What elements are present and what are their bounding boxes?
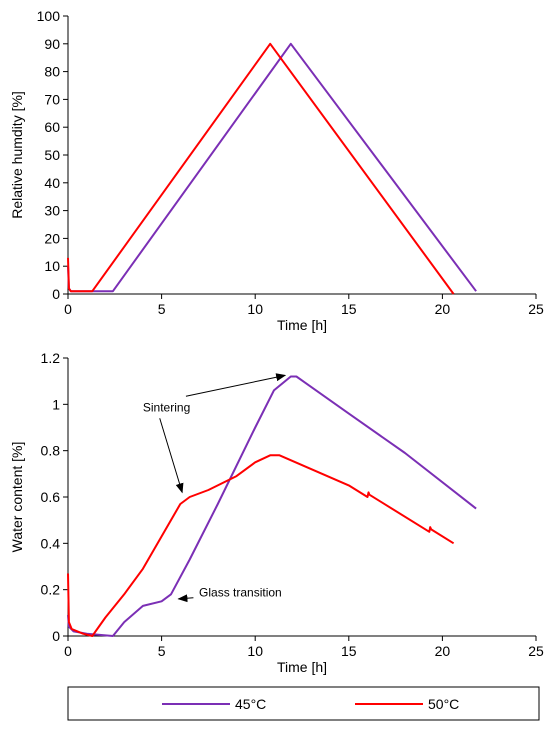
rh-chart-y-tick-label: 10 [44,258,60,274]
water-content-chart-y-tick-label: 1.2 [41,350,61,366]
rh-chart-y-tick-label: 50 [44,147,60,163]
rh-chart-series-45c [67,42,477,293]
rh-chart-x-tick-label: 15 [341,301,357,317]
rh-chart-y-tick-label: 70 [44,91,60,107]
rh-chart-y-tick-label: 60 [44,119,60,135]
water-content-chart-y-tick-label: 0.6 [41,489,61,505]
water-content-chart: 0 5 10 15 20 25 0 0.2 0.4 0.6 0.8 1 1.2 Sintering Gla… [9,350,544,675]
rh-chart-y-tick-label: 100 [37,8,61,24]
rh-chart-y-tick-label: 20 [44,230,60,246]
rh-chart-series-50c [67,42,455,295]
water-content-chart-x-tick-label: 15 [341,643,357,659]
water-content-chart-tick-labels: 0 5 10 15 20 25 0 0.2 0.4 0.6 0.8 1 1.2 [41,350,544,659]
rh-chart-y-axis-title: Relative humdity [%] [9,91,25,219]
water-content-chart-y-tick-label: 0.2 [41,582,61,598]
rh-chart-tick-labels: 0 5 10 15 20 25 0 10 20 30 40 50 60 70 80 90 100 [37,8,544,317]
water-content-chart-x-tick-label: 10 [247,643,263,659]
rh-chart-y-tick-label: 0 [52,286,60,302]
rh-chart-axes [63,15,537,299]
water-content-chart-x-tick-label: 25 [528,643,544,659]
rh-chart-x-tick-label: 20 [435,301,451,317]
water-content-chart-annotations: Sintering Glass transition [143,373,287,603]
legend-label-50c: 50°C [428,696,459,712]
rh-chart-y-tick-label: 90 [44,36,60,52]
rh-chart-x-tick-label: 25 [528,301,544,317]
rh-chart-y-tick-label: 80 [44,64,60,80]
annotation-label-glass-transition: Glass transition [199,586,282,600]
water-content-chart-y-tick-label: 1 [52,396,60,412]
rh-chart-x-tick-label: 0 [64,301,72,317]
annotation-label-sintering: Sintering [143,400,190,414]
rh-chart-y-tick-label: 30 [44,203,60,219]
water-content-chart-y-axis-title: Water content [%] [9,442,25,553]
legend: 45°C 50°C [67,686,540,721]
water-content-chart-y-tick-label: 0 [52,628,60,644]
rh-chart-x-tick-label: 5 [158,301,166,317]
water-content-chart-x-tick-label: 0 [64,643,72,659]
rh-chart: 0 5 10 15 20 25 0 10 20 30 40 50 60 70 80 90 100 Time [h… [9,8,544,333]
legend-label-45c: 45°C [235,696,266,712]
annotation-arrow [177,594,194,603]
water-content-chart-x-axis-title: Time [h] [277,659,327,675]
rh-chart-series [67,42,477,295]
water-content-chart-x-tick-label: 20 [435,643,451,659]
water-content-chart-y-tick-label: 0.8 [41,443,61,459]
annotation-arrow [159,418,184,494]
rh-chart-y-tick-label: 40 [44,175,60,191]
water-content-chart-series [67,375,477,637]
rh-chart-x-axis-title: Time [h] [277,317,327,333]
annotation-arrow [185,373,287,397]
rh-chart-x-tick-label: 10 [247,301,263,317]
water-content-chart-y-tick-label: 0.4 [41,535,61,551]
legend-frame [67,686,540,721]
water-content-chart-series-50c [67,454,455,637]
water-content-chart-x-tick-label: 5 [158,643,166,659]
